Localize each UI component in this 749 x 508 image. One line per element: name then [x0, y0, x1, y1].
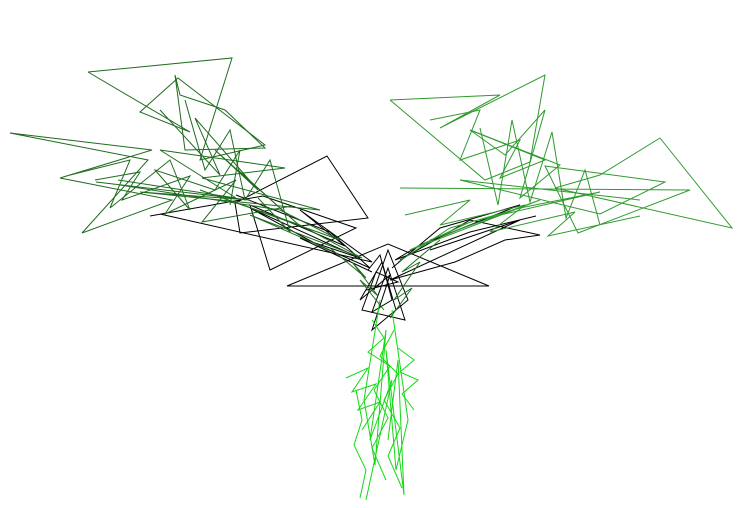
- left-wing-inner-lines: [119, 184, 363, 259]
- right-wing-inner-lines: [397, 191, 601, 263]
- trunk-stroke-4: [397, 347, 419, 411]
- trunk-stroke-5: [367, 319, 391, 481]
- left-wing-top-star: [87, 57, 267, 161]
- right-wing-strokes: [389, 74, 734, 263]
- trunk-stroke-3: [345, 366, 382, 431]
- trunk-stroke-1: [363, 299, 393, 501]
- right-wing-fan: [399, 165, 691, 234]
- trunk-stroke-7: [353, 389, 367, 499]
- core-trunk-jag-2: [359, 248, 409, 332]
- right-wing-zigzag: [404, 199, 641, 237]
- left-wing-strokes: [9, 57, 363, 259]
- left-wing-spikes: [69, 149, 241, 211]
- left-wing-zigzag: [94, 171, 293, 223]
- core-triangle-left-peak: [234, 155, 369, 234]
- left-wing-diag-2: [184, 99, 291, 233]
- right-wing-loop-2: [429, 109, 547, 179]
- trunk-join-left: [329, 247, 385, 311]
- left-wing-mid-shards: [95, 149, 321, 211]
- left-wing-upper-tri: [174, 74, 267, 151]
- left-wing-diag-1: [159, 109, 301, 227]
- trunk-join-right: [389, 239, 441, 319]
- trunk-join-strokes: [329, 239, 441, 319]
- right-wing-mid-tri: [469, 109, 561, 200]
- trunk-stroke-2: [385, 309, 409, 496]
- trunk-strokes: [345, 299, 419, 501]
- right-wing-outer-loop: [389, 74, 546, 181]
- left-wing-outer-loop: [9, 132, 174, 234]
- trunk-stroke-6: [379, 329, 403, 489]
- right-wing-far-tri: [554, 137, 734, 229]
- right-wing-spikes: [479, 119, 601, 226]
